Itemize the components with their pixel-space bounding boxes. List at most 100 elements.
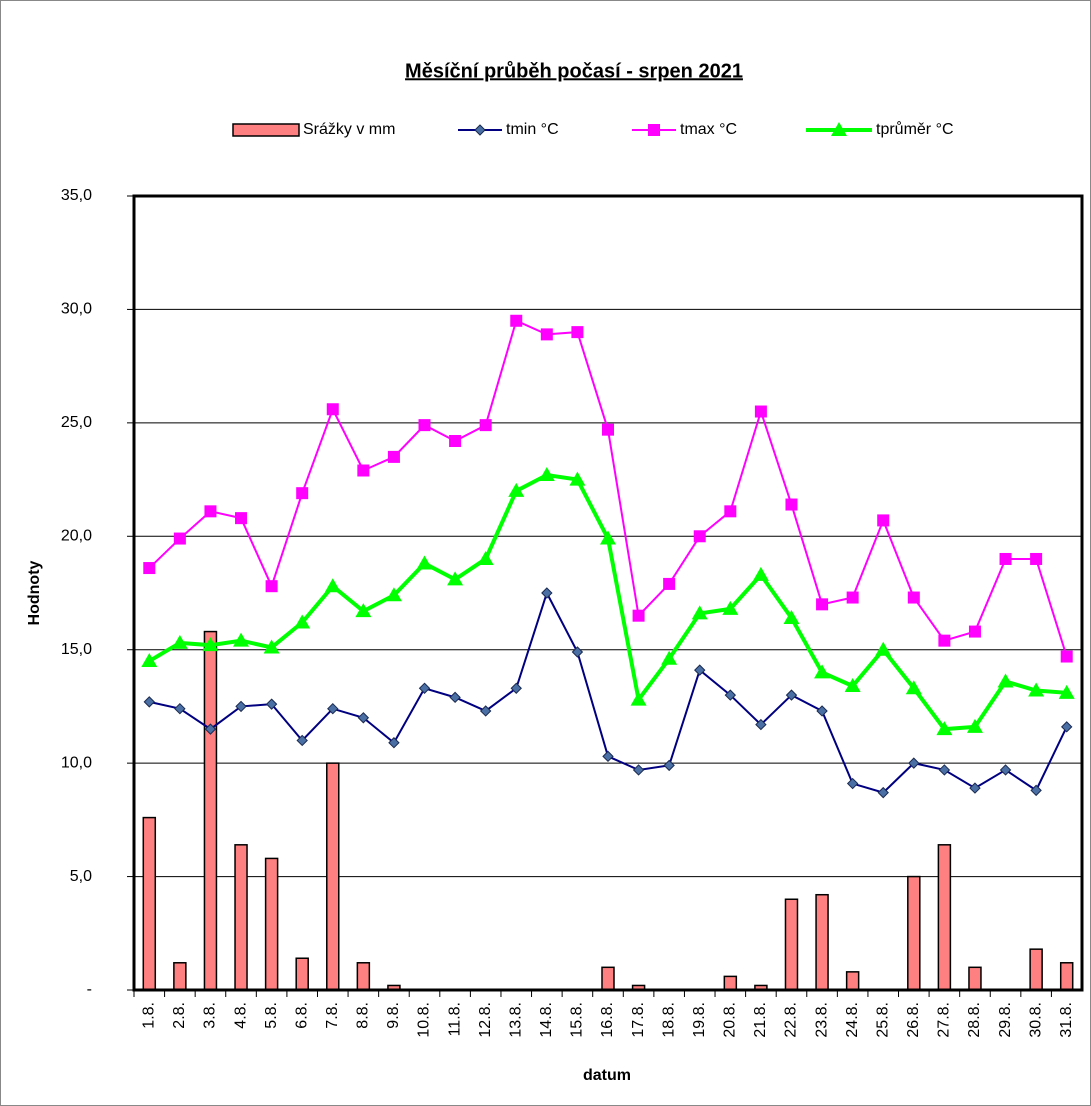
marker-square (296, 487, 309, 500)
bar (815, 893, 829, 991)
marker-square (785, 498, 798, 511)
x-tick-label: 18.8. (660, 1002, 677, 1038)
marker-triangle (661, 650, 678, 665)
y-tick-label: 25,0 (61, 414, 92, 431)
legend-swatch (232, 123, 300, 137)
x-tick-label: 5.8. (263, 1002, 280, 1029)
bar (1029, 948, 1043, 991)
bar (937, 844, 952, 991)
x-tick-label: 2.8. (171, 1002, 188, 1029)
marker-diamond (235, 700, 247, 713)
x-tick-label: 20.8. (722, 1002, 739, 1038)
x-tick-label: 7.8. (324, 1002, 341, 1029)
y-tick-label: 15,0 (61, 641, 92, 658)
x-tick-label: 29.8. (997, 1002, 1014, 1038)
marker-diamond (724, 689, 737, 701)
x-tick-label: 23.8. (813, 1002, 830, 1038)
bar (1059, 962, 1074, 991)
marker-triangle (1058, 684, 1075, 699)
marker-triangle (966, 718, 983, 733)
y-tick-label: 20,0 (61, 528, 92, 545)
marker-square (357, 464, 370, 477)
y-tick-label: - (87, 981, 92, 998)
plot-border (132, 194, 1084, 992)
marker-square (204, 505, 217, 518)
x-tick-label: 9.8. (385, 1002, 402, 1029)
marker-square (693, 530, 706, 543)
x-tick-label: 10.8. (416, 1002, 433, 1038)
x-tick-label: 30.8. (1027, 1002, 1044, 1038)
marker-diamond (449, 691, 461, 704)
marker-triangle (294, 614, 311, 629)
marker-triangle (355, 603, 372, 618)
bar (142, 816, 157, 991)
marker-diamond (357, 712, 370, 724)
marker-diamond (663, 759, 675, 772)
bar (295, 957, 309, 991)
marker-triangle (600, 530, 616, 545)
marker-triangle (875, 641, 892, 656)
marker-square (1060, 650, 1073, 663)
marker-triangle (141, 653, 158, 668)
marker-diamond (418, 682, 431, 694)
marker-diamond (479, 705, 492, 717)
x-tick-label: 21.8. (752, 1002, 769, 1038)
x-tick-label: 27.8. (936, 1002, 953, 1038)
marker-square (326, 403, 339, 416)
marker-diamond (474, 124, 486, 136)
marker-triangle (385, 587, 402, 602)
marker-triangle (171, 634, 188, 649)
marker-square (846, 591, 859, 604)
marker-triangle (447, 571, 464, 586)
legend-label: Srážky v mm (303, 121, 395, 138)
marker-square (387, 450, 400, 463)
marker-diamond (571, 646, 584, 658)
marker-triangle (936, 721, 953, 736)
y-axis-title: Hodnoty (26, 560, 43, 625)
x-tick-label: 16.8. (599, 1002, 616, 1038)
marker-square (999, 552, 1012, 565)
x-tick-label: 17.8. (630, 1002, 647, 1038)
marker-triangle (722, 600, 739, 615)
legend-label: tmax °C (680, 121, 737, 138)
marker-square (754, 405, 767, 418)
marker-square (724, 505, 737, 518)
marker-square (449, 435, 462, 448)
marker-square (143, 562, 156, 575)
y-tick-label: 35,0 (61, 187, 92, 204)
marker-diamond (541, 587, 553, 599)
marker-triangle (202, 637, 219, 652)
marker-diamond (785, 689, 798, 701)
marker-diamond (1030, 784, 1042, 797)
marker-square (663, 577, 676, 590)
marker-diamond (816, 705, 828, 717)
bar (264, 857, 279, 991)
marker-triangle (324, 578, 341, 593)
marker-triangle (477, 550, 494, 565)
y-tick-label: 30,0 (61, 301, 92, 318)
marker-diamond (938, 764, 951, 776)
marker-triangle (1028, 682, 1045, 697)
x-tick-label: 6.8. (293, 1002, 310, 1029)
marker-diamond (174, 702, 186, 715)
marker-diamond (602, 750, 614, 763)
marker-square (632, 609, 645, 622)
bar (723, 975, 738, 991)
marker-triangle (752, 566, 769, 581)
marker-square (602, 423, 614, 436)
bar (356, 962, 371, 991)
x-tick-label: 13.8. (507, 1002, 524, 1038)
marker-triangle (997, 673, 1014, 688)
marker-triangle (233, 632, 250, 647)
marker-square (571, 326, 584, 339)
marker-diamond (327, 702, 339, 715)
marker-triangle (691, 605, 708, 620)
marker-square (510, 314, 523, 327)
marker-diamond (296, 734, 308, 747)
marker-triangle (508, 482, 525, 497)
marker-diamond (1061, 721, 1073, 733)
marker-diamond (846, 777, 859, 790)
marker-square (816, 598, 829, 611)
x-tick-label: 1.8. (141, 1002, 158, 1029)
